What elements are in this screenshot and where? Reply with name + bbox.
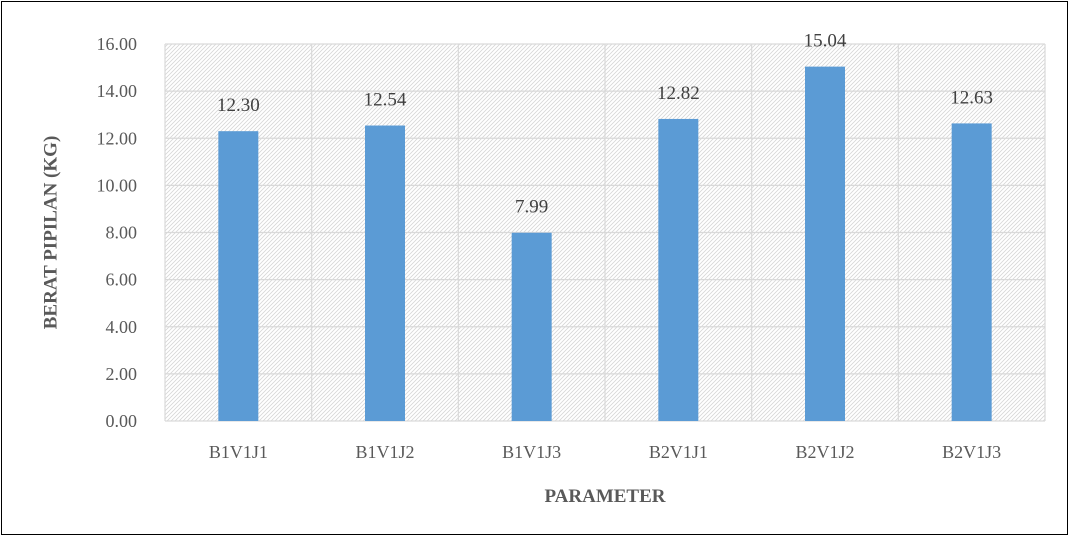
y-tick-label: 2.00 [106, 364, 138, 384]
bar [365, 125, 405, 422]
data-label: 12.54 [364, 90, 407, 111]
bar [805, 66, 845, 422]
data-label: 15.04 [804, 31, 847, 52]
y-axis-ticks: 0.00 2.00 4.00 6.00 8.00 10.00 12.00 14.00 16.00 [97, 34, 138, 431]
gridlines [164, 43, 1046, 422]
y-tick-label: 8.00 [106, 223, 138, 243]
y-tick-label: 4.00 [106, 317, 138, 337]
y-tick-label: 6.00 [106, 270, 138, 290]
y-tick-label: 10.00 [97, 175, 138, 195]
x-axis-ticks: B1V1J1 B1V1J2 B1V1J3 B2V1J1 B2V1J2 B2V1J3 [209, 442, 1001, 462]
bar [511, 232, 552, 421]
data-label: 12.82 [657, 83, 700, 104]
x-tick-label: B1V1J3 [502, 442, 561, 462]
bar [218, 131, 259, 421]
data-labels: 12.30 12.54 7.99 12.82 15.04 12.63 [217, 31, 993, 218]
x-tick-label: B2V1J3 [942, 442, 1001, 462]
x-tick-label: B1V1J1 [209, 442, 268, 462]
y-tick-label: 16.00 [97, 34, 138, 54]
bar [658, 118, 699, 422]
y-axis-title: BERAT PIPILAN (KG) [40, 136, 61, 330]
bar [951, 123, 992, 421]
x-axis-title: PARAMETER [544, 486, 665, 507]
data-label: 12.63 [950, 87, 993, 108]
x-tick-label: B1V1J2 [355, 442, 414, 462]
bars [218, 66, 992, 422]
data-label: 12.30 [217, 95, 260, 116]
y-tick-label: 14.00 [97, 81, 138, 101]
x-tick-label: B2V1J2 [795, 442, 854, 462]
x-tick-label: B2V1J1 [649, 442, 708, 462]
y-tick-label: 0.00 [106, 411, 138, 431]
y-tick-label: 12.00 [97, 128, 138, 148]
data-label: 7.99 [515, 197, 548, 218]
